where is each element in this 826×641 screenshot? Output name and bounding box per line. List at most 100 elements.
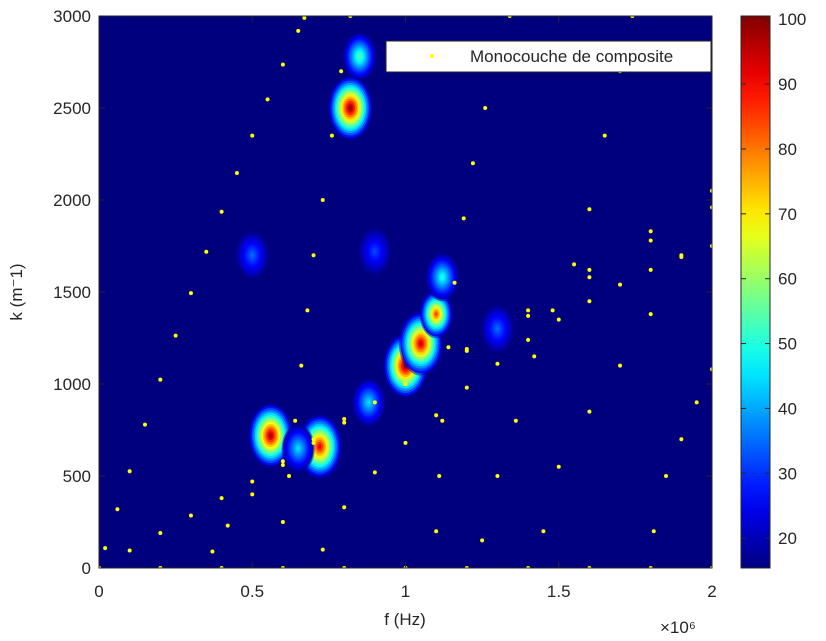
curve-point [541,529,546,534]
curve-point [532,354,537,359]
curve-point [470,161,475,166]
hotspot-level [373,249,377,254]
curve-point [464,385,469,390]
curve-point [587,275,592,280]
hotspot-level [269,433,273,438]
curve-point [320,547,325,552]
legend-label: Monocouche de composite [470,47,673,66]
colorbar-tick-label: 30 [778,464,797,483]
curve-point [342,416,347,421]
curve-point [234,170,239,175]
curve-point [305,308,310,313]
curve-point [265,97,270,102]
curve-point [293,418,298,423]
x-axis-label: f (Hz) [384,610,426,629]
hotspot [235,231,269,280]
curve-point [403,382,408,386]
curve-point [679,437,684,442]
hotspot [398,311,443,376]
colorbar [740,15,771,569]
colorbar-tick-label: 20 [778,529,797,548]
heatmap [235,32,514,479]
curve-point [302,16,307,20]
hotspot [358,227,392,276]
y-tick-label: 1000 [53,375,91,394]
curve-point [526,308,531,313]
curve-point [664,474,669,478]
hotspot [419,290,453,339]
curve-point [320,198,325,202]
curve-point [342,505,347,510]
curve-point [461,216,466,221]
x-tick-label: 0 [94,582,103,601]
legend: Monocouche de composite [385,40,712,73]
colorbar-tick-label: 40 [778,399,797,418]
curve-point [464,347,469,352]
curve-point [372,400,377,405]
curve-point [250,492,255,497]
curve-point [219,496,224,501]
y-tick-label: 1500 [53,283,91,302]
curve-point [204,249,209,254]
x-tick-label: 0.5 [240,582,264,601]
hotspot [425,253,459,302]
colorbar-tick-label: 60 [778,270,797,289]
colorbar-tick-label: 70 [778,205,797,224]
curve-point [311,440,316,445]
hotspot-level [367,400,370,405]
y-tick-label: 0 [82,559,91,578]
curve-point [103,546,108,551]
curve-point [648,238,653,243]
curve-point [556,317,561,322]
curve-point [299,363,304,368]
curve-point [648,267,653,272]
curve-point [219,209,224,214]
hotspot [248,403,293,468]
curve-point [250,479,255,484]
curve-point [372,470,377,475]
x-multiplier: ×10⁶ [660,618,696,637]
curve-point [127,548,132,553]
curve-point [311,437,316,442]
curve-point [311,253,316,258]
colorbar-tick-label: 80 [778,140,797,159]
y-tick-label: 2000 [53,191,91,210]
curve-point [188,513,193,518]
curve-point [480,538,485,543]
curve-point [679,253,684,258]
curve-point [173,333,178,338]
curve-point [225,523,230,528]
y-tick-label: 500 [63,467,91,486]
hotspot-level [419,341,423,346]
curve-point [329,133,334,138]
hotspot-level [358,54,361,59]
curve-point [440,418,445,423]
legend-box [385,40,712,73]
x-tick-label: 1 [401,582,410,601]
curve-point [483,106,488,110]
curve-point [587,409,592,414]
colorbar-tick-label: 100 [778,10,806,29]
hotspot [281,424,315,473]
curve-point [127,469,132,474]
curve-point [556,464,561,469]
hotspot [343,32,377,81]
curve-point [526,313,531,318]
hotspot-level [496,327,499,331]
curve-point [651,529,656,534]
curve-point [602,133,607,138]
curve-point [495,361,500,366]
curve-point [210,549,215,554]
hotspot-level [348,105,352,111]
curve-point [587,267,592,272]
curve-point [115,507,120,512]
curve-point [339,69,344,74]
x-tick-label: 2 [707,582,716,601]
x-tick-label: 1.5 [547,582,571,601]
hotspot [328,76,373,140]
curve-point [280,459,285,464]
curve-point [280,62,285,67]
hotspot-level [434,312,438,316]
curve-point [526,337,531,342]
curve-point [434,529,439,534]
